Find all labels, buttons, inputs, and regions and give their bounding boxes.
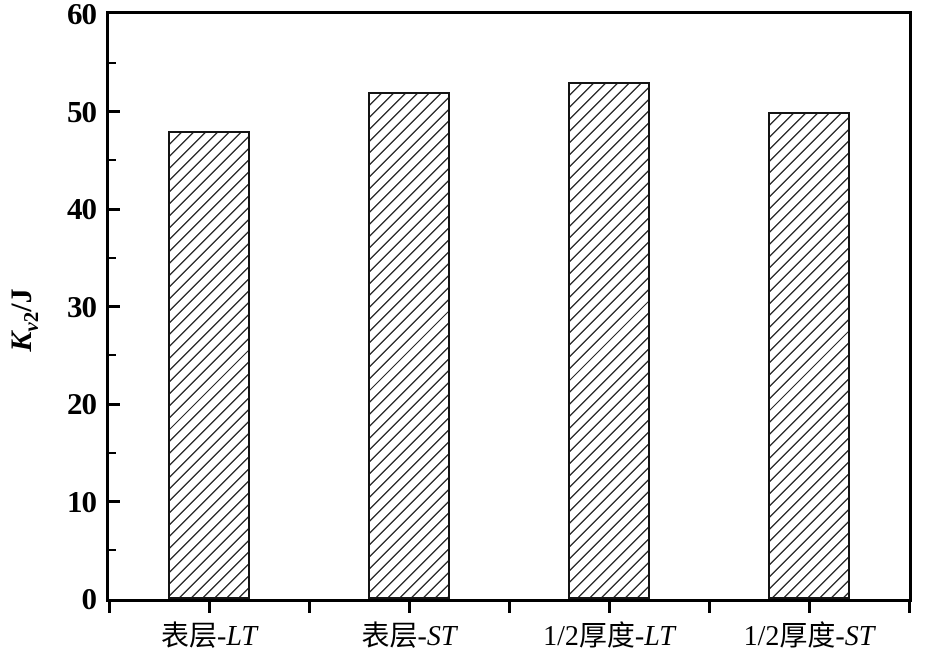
x-axis-tick — [207, 602, 211, 613]
y-tick-label: 0 — [81, 581, 98, 616]
y-axis-minor-tick — [109, 451, 116, 454]
x-category-label-direction: LT — [644, 621, 675, 652]
y-axis-major-tick — [109, 207, 120, 211]
y-axis-minor-tick — [109, 354, 116, 357]
y-tick-label: 20 — [67, 386, 97, 421]
y-axis-minor-tick — [109, 159, 116, 162]
x-axis-tick — [407, 602, 411, 613]
x-axis-tick — [507, 602, 511, 613]
x-axis-tick — [907, 602, 911, 613]
y-axis-major-tick — [109, 305, 120, 308]
y-tick-label: 10 — [67, 483, 97, 519]
x-axis-tick — [107, 602, 111, 613]
y-axis-minor-tick — [109, 256, 116, 259]
x-category-label-prefix: 1/2厚度- — [543, 621, 645, 652]
x-category-label-direction: ST — [426, 621, 457, 652]
x-category-label-direction: ST — [844, 621, 875, 652]
y-tick-label: 50 — [67, 93, 97, 129]
y-axis-major-tick — [109, 500, 120, 503]
y-axis-major-tick — [109, 110, 120, 113]
y-tick-label: 30 — [67, 288, 97, 324]
y-axis-title: Kv2/J — [5, 288, 43, 352]
bar-3 — [568, 82, 650, 599]
plot-area — [106, 11, 912, 602]
x-category-label-prefix: 1/2厚度- — [743, 621, 845, 652]
x-axis-tick — [607, 602, 611, 613]
y-axis-minor-tick — [109, 549, 116, 552]
x-category-label-prefix: 表层- — [361, 621, 427, 652]
x-category-label: 表层-LT — [79, 621, 339, 653]
x-category-label: 1/2厚度-LT — [479, 621, 739, 653]
bar-2 — [368, 92, 450, 599]
y-axis-major-tick — [109, 402, 120, 406]
y-tick-label: 40 — [67, 191, 97, 226]
y-axis-minor-tick — [109, 61, 116, 64]
bar-1 — [168, 131, 250, 599]
x-category-label-direction: LT — [226, 621, 257, 652]
x-axis-tick — [307, 602, 311, 613]
y-tick-label: 60 — [67, 0, 97, 31]
y-axis-title-unit: /J — [5, 288, 38, 312]
x-axis-tick — [707, 602, 711, 613]
x-axis-tick — [807, 602, 811, 613]
x-category-label-prefix: 表层- — [161, 621, 227, 652]
bar-4 — [768, 111, 850, 599]
x-category-label: 1/2厚度-ST — [679, 621, 939, 653]
x-category-label: 表层-ST — [279, 621, 539, 653]
y-axis-title-symbol: K — [5, 331, 38, 352]
